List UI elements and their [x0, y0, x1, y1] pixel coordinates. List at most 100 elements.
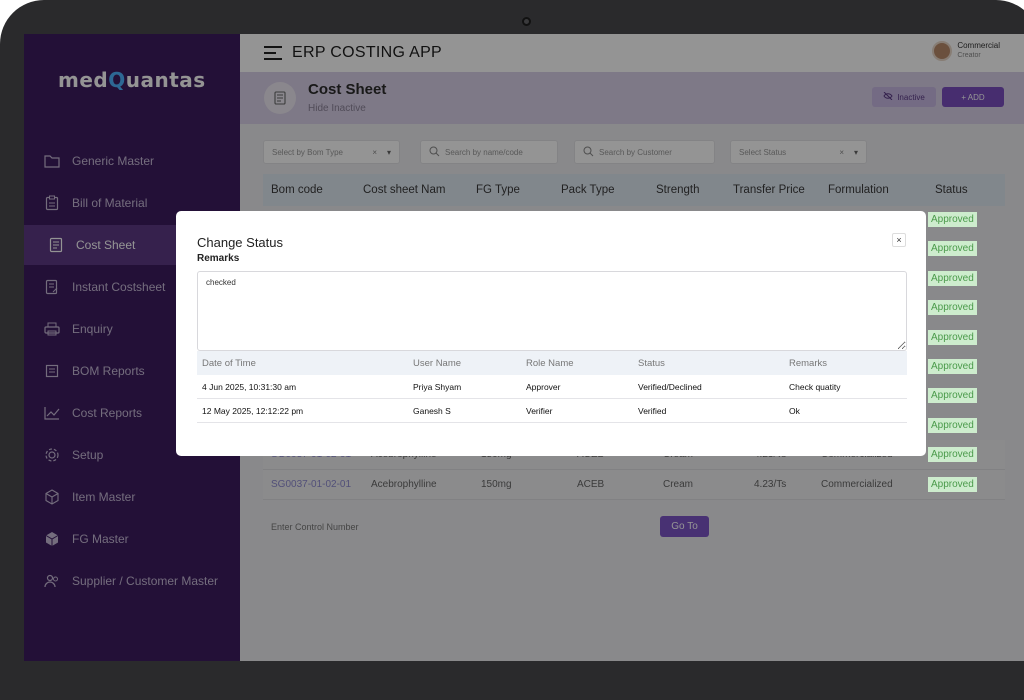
sidebar-item-item-master[interactable]: Item Master: [24, 477, 240, 517]
column-header[interactable]: Formulation: [828, 184, 889, 196]
document-icon: [48, 237, 64, 253]
column-header[interactable]: Cost sheet Nam: [363, 184, 446, 196]
add-button[interactable]: + ADD: [942, 87, 1004, 107]
history-user: Ganesh S: [413, 405, 451, 416]
search-name-input[interactable]: Search by name/code: [420, 140, 558, 164]
inactive-label: Inactive: [897, 92, 925, 102]
sidebar-item-label: Setup: [72, 448, 104, 462]
status-badge: Approved: [928, 300, 977, 316]
logo-suffix: uantas: [125, 68, 206, 92]
bom-type-select[interactable]: Select by Bom Type × ▾: [263, 140, 400, 164]
sidebar-item-enquiry[interactable]: Enquiry: [24, 309, 240, 349]
user-role: Creator: [957, 52, 981, 59]
pack-type: ACEB: [577, 478, 605, 490]
bom-type-placeholder: Select by Bom Type: [272, 147, 343, 157]
column-header[interactable]: Strength: [656, 184, 700, 196]
sidebar-item-label: Enquiry: [72, 322, 113, 336]
bom-code-link[interactable]: SG0037-01-02-01: [271, 478, 352, 490]
status-badge: Approved: [928, 417, 977, 433]
status-history-table: Date of Time User Name Role Name Status …: [197, 351, 907, 423]
sidebar-item-label: Generic Master: [72, 154, 155, 168]
column-header[interactable]: Pack Type: [561, 184, 615, 196]
menu-icon[interactable]: [264, 46, 282, 60]
fg-type: 150mg: [481, 478, 512, 490]
table-header: Bom code Cost sheet Nam FG Type Pack Typ…: [263, 174, 1005, 206]
status-badge: Approved: [928, 476, 977, 492]
sidebar-item-generic-master[interactable]: Generic Master: [24, 141, 240, 181]
sidebar-item-fg-master[interactable]: FG Master: [24, 519, 240, 559]
history-user: Priya Shyam: [413, 381, 462, 392]
user-name: Commercial: [957, 41, 1000, 50]
search-name-placeholder: Search by name/code: [445, 147, 523, 157]
sidebar-item-label: Instant Costsheet: [72, 280, 166, 294]
sidebar-item-supplier-customer-master[interactable]: Supplier / Customer Master: [24, 561, 240, 601]
history-role: Approver: [526, 381, 561, 392]
modal-title: Change Status: [197, 235, 284, 250]
hide-inactive-toggle[interactable]: Hide Inactive: [308, 103, 366, 114]
sidebar-item-label: Supplier / Customer Master: [72, 574, 219, 588]
line-chart-icon: [44, 405, 60, 421]
clear-icon[interactable]: ×: [839, 147, 844, 157]
top-bar: ERP COSTING APP Commercial Creator: [240, 34, 1024, 72]
history-row: 4 Jun 2025, 10:31:30 am Priya Shyam Appr…: [197, 375, 907, 399]
history-date: 4 Jun 2025, 10:31:30 am: [202, 381, 297, 392]
status-badge: Approved: [928, 270, 977, 286]
page-title: Cost Sheet: [308, 81, 387, 98]
search-icon: [583, 146, 594, 159]
sidebar-item-label: Cost Reports: [72, 406, 143, 420]
sidebar-item-label: FG Master: [72, 532, 129, 546]
search-customer-input[interactable]: Search by Customer: [574, 140, 715, 164]
sidebar-item-label: Bill of Material: [72, 196, 148, 210]
eye-off-icon: [883, 91, 893, 102]
column-header[interactable]: Status: [935, 184, 968, 196]
cost-sheet-name: Acebrophylline: [371, 478, 437, 490]
transfer-price: 4.23/Ts: [754, 478, 787, 490]
column-header[interactable]: Bom code: [271, 184, 323, 196]
clear-icon[interactable]: ×: [372, 147, 377, 157]
history-status: Verified: [638, 405, 667, 416]
history-row: 12 May 2025, 12:12:22 pm Ganesh S Verifi…: [197, 399, 907, 423]
history-date: 12 May 2025, 12:12:22 pm: [202, 405, 304, 416]
cube-icon: [44, 489, 60, 505]
status-badge: Approved: [928, 388, 977, 404]
column-header[interactable]: Transfer Price: [733, 184, 805, 196]
printer-icon: [44, 321, 60, 337]
logo-prefix: med: [58, 68, 109, 92]
inactive-button[interactable]: Inactive: [872, 87, 936, 107]
column-header[interactable]: FG Type: [476, 184, 520, 196]
logo-q: Q: [108, 68, 126, 92]
document-edit-icon: [44, 279, 60, 295]
search-customer-placeholder: Search by Customer: [599, 147, 672, 157]
sidebar-item-label: BOM Reports: [72, 364, 145, 378]
go-to-button[interactable]: Go To: [660, 516, 709, 537]
report-icon: [44, 363, 60, 379]
status-select[interactable]: Select Status × ▾: [730, 140, 867, 164]
column-header: Status: [638, 357, 665, 369]
history-status: Verified/Declined: [638, 381, 702, 392]
column-header: Date of Time: [202, 357, 256, 369]
sidebar-item-cost-reports[interactable]: Cost Reports: [24, 393, 240, 433]
strength: Cream: [663, 478, 694, 490]
sidebar-item-setup[interactable]: Setup: [24, 435, 240, 475]
remarks-textarea[interactable]: checked: [197, 271, 907, 351]
folder-icon: [44, 153, 60, 169]
status-badge: Approved: [928, 329, 977, 345]
column-header: Role Name: [526, 357, 574, 369]
history-remarks: Ok: [789, 405, 800, 416]
user-menu[interactable]: Commercial Creator: [932, 41, 1000, 61]
chevron-down-icon[interactable]: ▾: [853, 147, 858, 157]
control-number-label[interactable]: Enter Control Number: [271, 522, 359, 532]
table-row[interactable]: SG0037-01-02-01 Acebrophylline 150mg ACE…: [263, 470, 1005, 500]
column-header: Remarks: [789, 357, 828, 369]
history-role: Verifier: [526, 405, 553, 416]
sidebar-item-instant-costsheet[interactable]: Instant Costsheet: [24, 267, 240, 307]
sidebar-item-bom-reports[interactable]: BOM Reports: [24, 351, 240, 391]
close-button[interactable]: ×: [892, 233, 906, 247]
history-header: Date of Time User Name Role Name Status …: [197, 351, 907, 375]
sidebar-item-bill-of-material[interactable]: Bill of Material: [24, 183, 240, 223]
status-badge: Approved: [928, 359, 977, 374]
chevron-down-icon[interactable]: ▾: [386, 147, 391, 157]
clipboard-icon: [44, 195, 60, 211]
sidebar-item-label: Item Master: [72, 490, 136, 504]
